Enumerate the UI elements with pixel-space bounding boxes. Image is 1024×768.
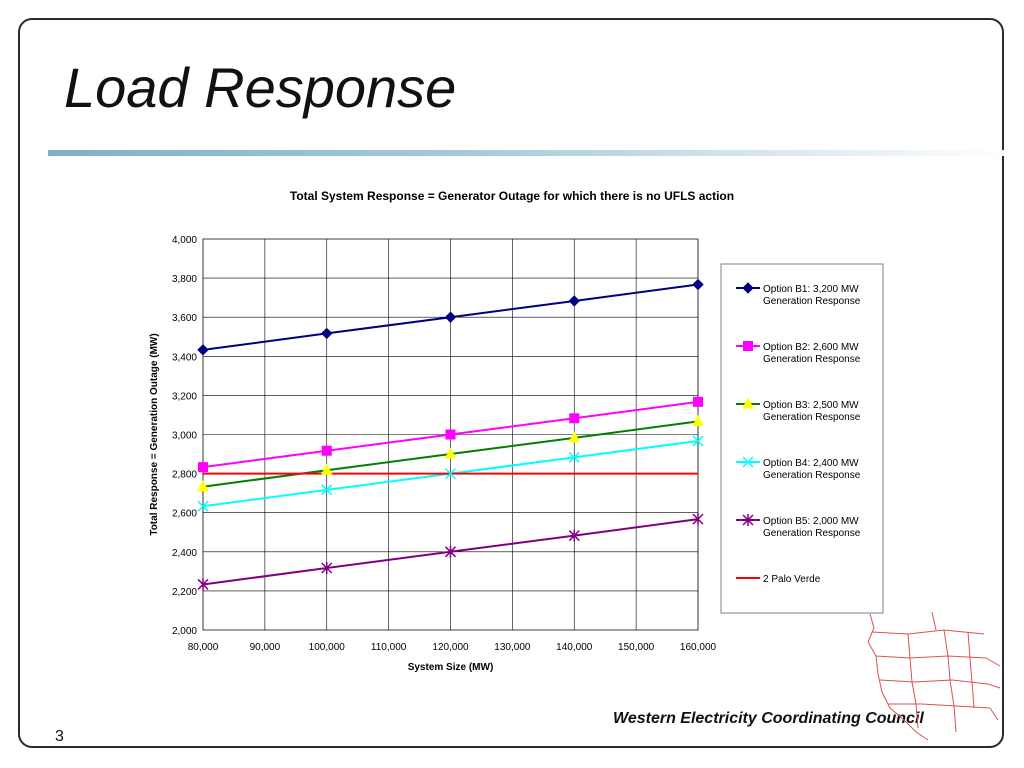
legend-entry: Option B5: 2,000 MW Generation Response: [763, 516, 861, 539]
x-tick-label: 80,000: [188, 642, 219, 653]
data-point-3: [444, 447, 457, 459]
data-point-5: [568, 529, 580, 542]
y-tick-label: 2,200: [172, 587, 197, 598]
data-point-1: [692, 278, 704, 291]
x-tick-label: 140,000: [556, 642, 593, 653]
data-point-2: [321, 445, 332, 456]
data-point-2: [198, 462, 208, 473]
title-rule: [48, 150, 1008, 156]
legend-entry: 2 Palo Verde: [763, 574, 821, 585]
western-interconnection-map-icon: [867, 611, 1001, 741]
y-tick-label: 2,600: [172, 509, 197, 520]
slide-title: Load Response: [64, 56, 457, 119]
data-point-1: [568, 295, 580, 307]
y-tick-label: 2,000: [172, 626, 197, 637]
legend-marker: [742, 282, 754, 294]
data-point-4: [692, 435, 704, 447]
data-point-3: [568, 431, 581, 443]
y-tick-label: 3,000: [172, 431, 197, 442]
data-point-5: [321, 562, 333, 575]
data-point-3: [197, 480, 209, 492]
legend-entry: Option B3: 2,500 MW Generation Response: [763, 400, 861, 423]
legend-box: [720, 263, 884, 614]
legend-marker: [743, 341, 753, 351]
y-tick-label: 2,800: [172, 470, 197, 481]
x-tick-label: 120,000: [432, 642, 469, 653]
data-point-3: [320, 463, 333, 475]
y-tick-label: 3,200: [172, 391, 197, 402]
data-point-1: [321, 327, 333, 340]
x-tick-label: 130,000: [494, 642, 531, 653]
data-point-5: [692, 513, 704, 526]
page-number: 3: [55, 728, 64, 745]
data-point-4: [321, 484, 333, 496]
data-point-2: [445, 429, 456, 440]
y-axis-label: Total Response = Generation Outage (MW): [149, 333, 160, 535]
legend-entry: Option B2: 2,600 MW Generation Response: [763, 342, 861, 365]
legend-entry: Option B1: 3,200 MW Generation Response: [763, 284, 861, 307]
y-tick-label: 3,400: [172, 352, 197, 363]
data-point-5: [197, 578, 209, 591]
x-tick-label: 100,000: [309, 642, 346, 653]
legend-marker: [742, 456, 754, 468]
chart-title: Total System Response = Generator Outage…: [290, 189, 734, 203]
y-tick-label: 2,400: [172, 548, 197, 559]
data-point-4: [197, 500, 209, 512]
y-tick-label: 4,000: [172, 235, 197, 246]
x-tick-label: 90,000: [250, 642, 281, 653]
organization-name: Western Electricity Coordinating Council: [613, 710, 924, 727]
x-tick-label: 110,000: [371, 642, 407, 653]
data-point-1: [197, 344, 209, 356]
y-tick-label: 3,600: [172, 313, 197, 324]
legend-marker: [742, 397, 754, 409]
x-tick-label: 150,000: [618, 642, 655, 653]
data-point-2: [569, 413, 580, 424]
data-point-4: [568, 451, 580, 463]
legend-entry: Option B4: 2,400 MW Generation Response: [763, 458, 861, 481]
data-point-2: [693, 396, 703, 407]
data-point-4: [444, 468, 457, 480]
legend-marker: [742, 514, 754, 526]
data-point-5: [444, 545, 457, 558]
data-point-1: [444, 311, 457, 323]
x-axis-label: System Size (MW): [408, 662, 494, 673]
data-point-3: [692, 414, 704, 426]
y-tick-label: 3,800: [172, 274, 197, 285]
x-tick-label: 160,000: [680, 642, 717, 653]
